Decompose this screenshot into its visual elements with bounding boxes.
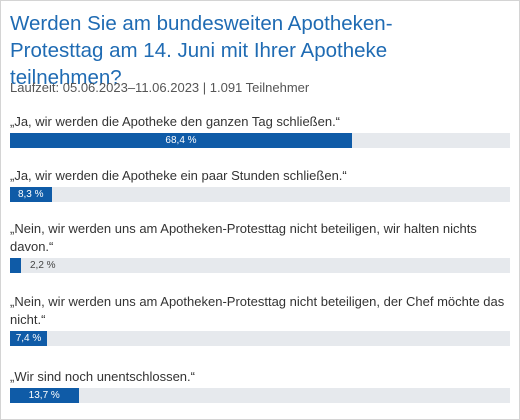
result-percent: 8,3 % [17, 189, 44, 200]
result-percent: 68,4 % [165, 135, 197, 146]
poll-option: „Ja, wir werden die Apotheke ein paar St… [10, 167, 510, 202]
result-bar-fill [10, 388, 79, 403]
poll-meta: Laufzeit: 05.06.2023–11.06.2023 | 1.091 … [10, 80, 310, 95]
option-label: „Wir sind noch unentschlossen.“ [10, 369, 195, 384]
option-label: „Ja, wir werden die Apotheke ein paar St… [10, 168, 347, 183]
result-bar-fill [10, 331, 47, 346]
result-percent: 13,7 % [28, 390, 60, 401]
poll-question: Werden Sie am bundesweiten Apotheken-Pro… [10, 12, 393, 89]
result-bar-track: 7,4 % [10, 331, 510, 346]
poll-option: „Nein, wir werden uns am Apotheken-Prote… [10, 293, 510, 346]
poll-option: „Wir sind noch unentschlossen.“ 13,7 % [10, 368, 510, 403]
result-percent: 7,4 % [15, 333, 42, 344]
option-label: „Ja, wir werden die Apotheke den ganzen … [10, 114, 341, 129]
result-percent: 2,2 % [30, 260, 56, 271]
option-label: „Nein, wir werden uns am Apotheken-Prote… [10, 294, 505, 327]
option-label: „Nein, wir werden uns am Apotheken-Prote… [10, 221, 477, 254]
poll-option: „Ja, wir werden die Apotheke den ganzen … [10, 113, 510, 148]
result-bar-track: 13,7 % [10, 388, 510, 403]
result-bar-track: 8,3 % [10, 187, 510, 202]
result-bar-track: 2,2 % [10, 258, 510, 273]
result-bar-fill [10, 258, 21, 273]
result-bar-fill [10, 133, 352, 148]
result-bar-track: 68,4 % [10, 133, 510, 148]
poll-option: „Nein, wir werden uns am Apotheken-Prote… [10, 220, 510, 273]
result-bar-fill [10, 187, 52, 202]
